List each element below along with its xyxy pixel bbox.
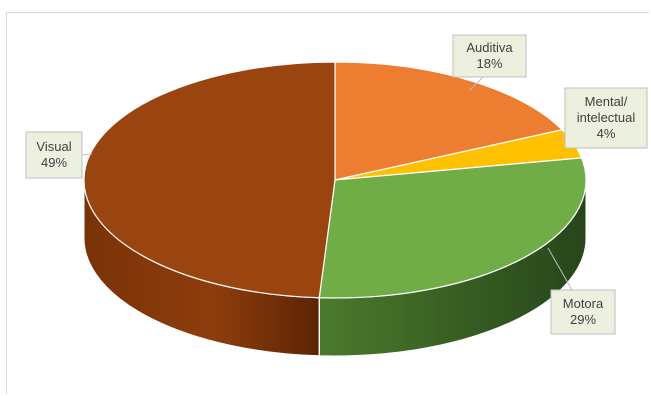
label-percent: 18% [476,56,502,71]
label-category: Motora [563,296,604,311]
leader-line [547,247,573,291]
label-category: intelectual [577,110,636,125]
label-percent: 49% [41,155,67,170]
label-category: Auditiva [466,40,513,55]
leader-line [559,134,566,139]
chart-area [6,12,649,394]
pie-slice-visual [83,61,336,299]
label-box [564,87,648,149]
label-box [25,131,83,179]
label-category: Visual [36,139,71,154]
label-box [452,34,527,78]
leader-line [469,76,484,91]
label-percent: 4% [597,126,616,141]
pie-slice-auditiva [334,61,564,181]
label-category: Mental/ [585,94,628,109]
label-box [550,289,616,335]
leader-line [81,153,93,156]
label-percent: 29% [570,312,596,327]
pie-slice-motora [318,157,587,299]
